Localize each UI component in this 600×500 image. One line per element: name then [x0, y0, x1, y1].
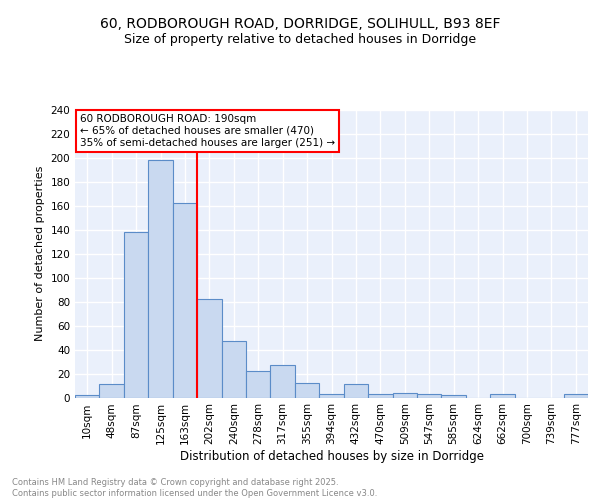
Text: 60 RODBOROUGH ROAD: 190sqm
← 65% of detached houses are smaller (470)
35% of sem: 60 RODBOROUGH ROAD: 190sqm ← 65% of deta… [80, 114, 335, 148]
Text: 60, RODBOROUGH ROAD, DORRIDGE, SOLIHULL, B93 8EF: 60, RODBOROUGH ROAD, DORRIDGE, SOLIHULL,… [100, 18, 500, 32]
Y-axis label: Number of detached properties: Number of detached properties [35, 166, 45, 342]
Bar [319, 394, 344, 398]
Bar [271, 365, 295, 398]
Bar [368, 394, 392, 398]
Bar [442, 395, 466, 398]
Bar [246, 371, 271, 398]
Text: Size of property relative to detached houses in Dorridge: Size of property relative to detached ho… [124, 32, 476, 46]
Bar [197, 300, 221, 398]
Bar [173, 204, 197, 398]
X-axis label: Distribution of detached houses by size in Dorridge: Distribution of detached houses by size … [179, 450, 484, 463]
Bar [148, 160, 173, 398]
Bar [344, 384, 368, 398]
Bar [490, 394, 515, 398]
Bar [100, 384, 124, 398]
Bar [295, 383, 319, 398]
Bar [392, 392, 417, 398]
Bar [75, 395, 100, 398]
Bar [417, 394, 442, 398]
Bar [124, 232, 148, 398]
Bar [563, 394, 588, 398]
Bar [221, 341, 246, 398]
Text: Contains HM Land Registry data © Crown copyright and database right 2025.
Contai: Contains HM Land Registry data © Crown c… [12, 478, 377, 498]
